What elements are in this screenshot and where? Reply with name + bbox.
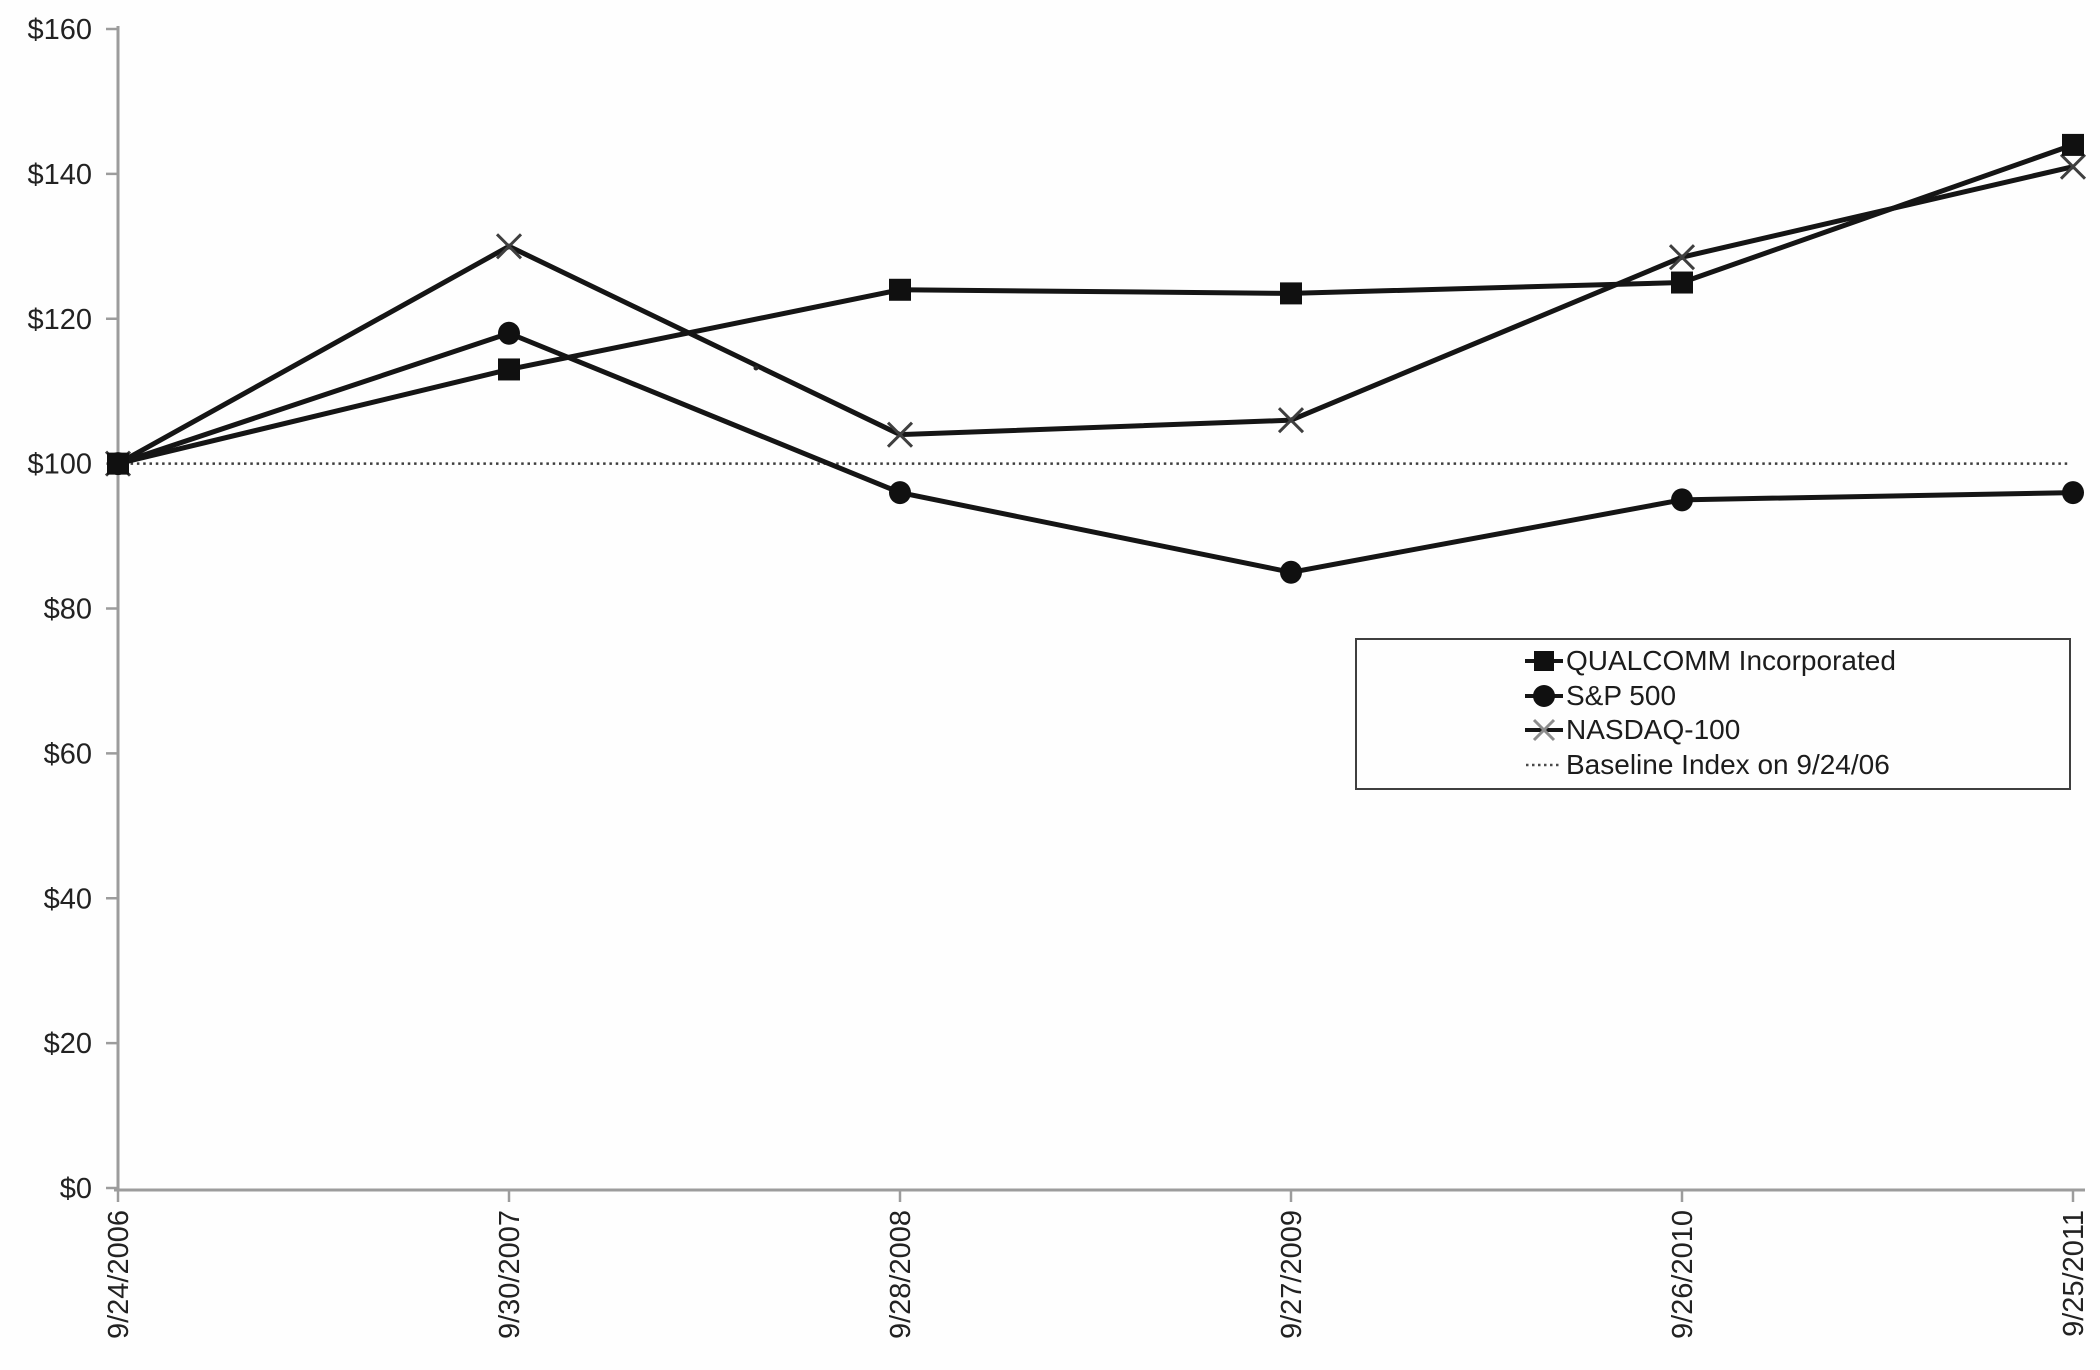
legend-item-baseline: Baseline Index on 9/24/06	[1525, 748, 2063, 782]
legend-item-sp500: S&P 500	[1525, 679, 2063, 713]
marker-x	[886, 421, 914, 448]
legend-label-sp500: S&P 500	[1566, 679, 1677, 711]
series-line-2	[116, 164, 2074, 466]
y-axis-tick-label: $0	[60, 1173, 92, 1205]
legend-item-nasdaq100: NASDAQ-100	[1525, 713, 2063, 747]
legend-dotted-line-icon	[1526, 763, 1562, 766]
legend-item-qualcomm: QUALCOMM Incorporated	[1525, 644, 2063, 678]
marker-circle	[2062, 481, 2084, 505]
legend-label-nasdaq100: NASDAQ-100	[1566, 714, 1741, 746]
legend: QUALCOMM Incorporated S&P 500 NASDAQ-100…	[1355, 638, 2071, 790]
scan-artifact-speck	[753, 365, 759, 371]
x-axis-tick-label: 9/30/2007	[494, 1210, 526, 1339]
marker-x	[1668, 244, 1696, 271]
y-axis-tick-label: $40	[44, 883, 92, 915]
marker-circle	[1280, 560, 1302, 584]
legend-label-baseline: Baseline Index on 9/24/06	[1566, 748, 1890, 780]
marker-square	[498, 358, 520, 381]
y-axis-tick-label: $80	[44, 594, 92, 626]
marker-square	[2062, 133, 2084, 156]
y-axis-tick-label: $120	[27, 304, 92, 336]
marker-x	[495, 233, 523, 260]
x-axis-tick-label: 9/24/2006	[103, 1210, 135, 1339]
y-axis-tick-label: $60	[44, 738, 92, 770]
series-line-1	[117, 330, 2074, 575]
legend-label-qualcomm: QUALCOMM Incorporated	[1566, 645, 1896, 677]
marker-circle	[498, 321, 520, 345]
marker-x	[2059, 153, 2087, 180]
marker-circle	[1671, 488, 1693, 512]
x-axis-tick-label: 9/25/2011	[2058, 1210, 2090, 1337]
legend-square-marker-icon	[1525, 651, 1563, 672]
x-axis-tick-label: 9/27/2009	[1276, 1210, 1308, 1339]
y-axis-tick-label: $100	[27, 449, 92, 481]
marker-square	[1280, 282, 1302, 305]
x-axis-tick-label: 9/28/2008	[885, 1210, 917, 1339]
x-axis-tick-label: 9/26/2010	[1667, 1210, 1699, 1339]
marker-x	[1277, 407, 1305, 434]
marker-square	[889, 278, 911, 301]
marker-square	[1671, 271, 1693, 294]
legend-circle-marker-icon	[1525, 684, 1563, 707]
legend-x-marker-icon	[1525, 719, 1563, 742]
y-axis-tick-label: $160	[27, 14, 92, 46]
marker-square	[107, 452, 129, 475]
y-axis-tick-label: $20	[44, 1028, 92, 1060]
series-line-0	[117, 142, 2074, 467]
marker-circle	[889, 481, 911, 505]
y-axis-tick-label: $140	[27, 159, 92, 191]
